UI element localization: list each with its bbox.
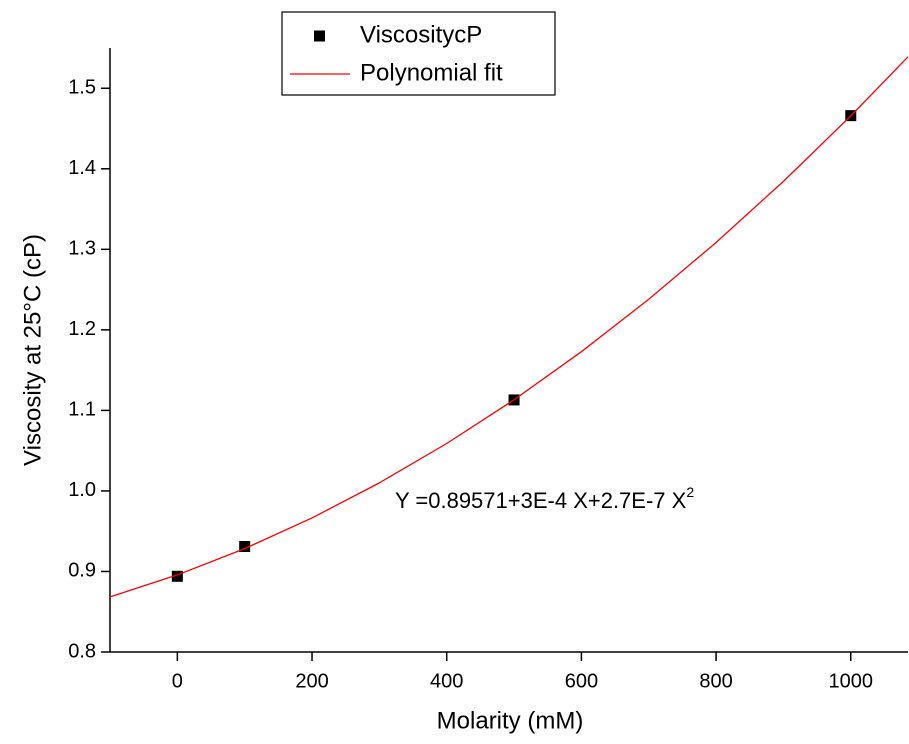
legend-label: ViscositycP (360, 21, 482, 48)
y-tick-label: 1.1 (68, 399, 96, 421)
y-tick-label: 0.9 (68, 560, 96, 582)
y-tick-label: 1.4 (68, 157, 96, 179)
fit-line (109, 56, 909, 598)
data-point (239, 541, 251, 553)
legend-label: Polynomial fit (360, 59, 503, 86)
y-tick-label: 1.0 (68, 479, 96, 501)
x-tick-label: 200 (295, 670, 328, 692)
annotation-superscript: 2 (686, 484, 694, 500)
y-axis-label: Viscosity at 25°C (cP) (19, 234, 46, 466)
y-tick-label: 1.3 (68, 238, 96, 260)
legend-box (281, 11, 556, 96)
annotation-text: Y =0.89571+3E-4 X+2.7E-7 X (395, 488, 687, 513)
x-tick-label: 600 (565, 670, 598, 692)
data-point (171, 570, 183, 582)
annotation: Y =0.89571+3E-4 X+2.7E-7 X2 (395, 484, 694, 513)
x-tick-label: 400 (430, 670, 463, 692)
legend-marker (314, 30, 325, 42)
x-tick-label: 800 (699, 670, 732, 692)
x-tick-label: 1000 (829, 670, 874, 692)
y-tick-label: 1.2 (68, 318, 96, 340)
y-tick-label: 1.5 (68, 77, 96, 99)
y-tick-label: 0.8 (68, 640, 96, 662)
x-axis-label: Molarity (mM) (437, 707, 584, 734)
x-tick-label: 0 (172, 670, 183, 692)
